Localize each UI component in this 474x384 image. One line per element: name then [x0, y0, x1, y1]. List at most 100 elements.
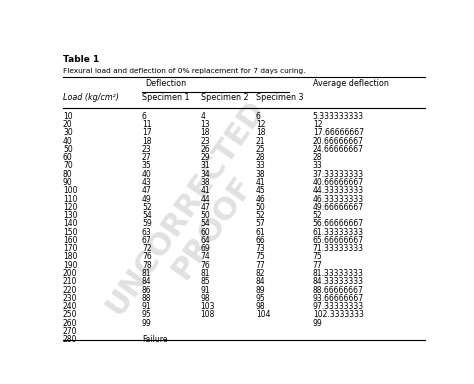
- Text: 81.33333333: 81.33333333: [313, 269, 364, 278]
- Text: 41: 41: [256, 178, 265, 187]
- Text: 38: 38: [201, 178, 210, 187]
- Text: 56.66666667: 56.66666667: [313, 219, 364, 228]
- Text: 150: 150: [63, 228, 77, 237]
- Text: Flexural load and deflection of 0% replacement for 7 days curing.: Flexural load and deflection of 0% repla…: [63, 68, 305, 74]
- Text: 70: 70: [63, 161, 73, 170]
- Text: 50: 50: [63, 145, 73, 154]
- Text: 61: 61: [256, 228, 265, 237]
- Text: 6: 6: [142, 112, 147, 121]
- Text: 91: 91: [142, 302, 152, 311]
- Text: 47: 47: [142, 186, 152, 195]
- Text: 160: 160: [63, 236, 77, 245]
- Text: 102.3333333: 102.3333333: [313, 310, 364, 319]
- Text: 18: 18: [256, 128, 265, 137]
- Text: 28: 28: [313, 153, 322, 162]
- Text: 23: 23: [142, 145, 152, 154]
- Text: 99: 99: [142, 319, 152, 328]
- Text: 78: 78: [142, 261, 152, 270]
- Text: 97.33333333: 97.33333333: [313, 302, 364, 311]
- Text: 61.33333333: 61.33333333: [313, 228, 364, 237]
- Text: 170: 170: [63, 244, 77, 253]
- Text: 77: 77: [256, 261, 265, 270]
- Text: 75: 75: [256, 252, 265, 262]
- Text: 250: 250: [63, 310, 77, 319]
- Text: 40.66666667: 40.66666667: [313, 178, 364, 187]
- Text: 72: 72: [142, 244, 152, 253]
- Text: 280: 280: [63, 335, 77, 344]
- Text: Specimen 1: Specimen 1: [142, 93, 190, 103]
- Text: 41: 41: [201, 186, 210, 195]
- Text: 12: 12: [313, 120, 322, 129]
- Text: 71.33333333: 71.33333333: [313, 244, 364, 253]
- Text: 63: 63: [142, 228, 152, 237]
- Text: 28: 28: [256, 153, 265, 162]
- Text: 82: 82: [256, 269, 265, 278]
- Text: 23: 23: [201, 137, 210, 146]
- Text: 75: 75: [313, 252, 322, 262]
- Text: 98: 98: [201, 294, 210, 303]
- Text: 44: 44: [201, 195, 210, 204]
- Text: 220: 220: [63, 286, 77, 295]
- Text: 24.66666667: 24.66666667: [313, 145, 364, 154]
- Text: 64: 64: [201, 236, 210, 245]
- Text: 89: 89: [256, 286, 265, 295]
- Text: Table 1: Table 1: [63, 55, 99, 64]
- Text: 120: 120: [63, 203, 77, 212]
- Text: 104: 104: [256, 310, 270, 319]
- Text: 40: 40: [142, 170, 152, 179]
- Text: 30: 30: [63, 128, 73, 137]
- Text: 91: 91: [201, 286, 210, 295]
- Text: 54: 54: [142, 211, 152, 220]
- Text: 57: 57: [256, 219, 265, 228]
- Text: 59: 59: [142, 219, 152, 228]
- Text: 108: 108: [201, 310, 215, 319]
- Text: 46.33333333: 46.33333333: [313, 195, 364, 204]
- Text: 5.333333333: 5.333333333: [313, 112, 364, 121]
- Text: 20.66666667: 20.66666667: [313, 137, 364, 146]
- Text: 95: 95: [142, 310, 152, 319]
- Text: 17: 17: [142, 128, 152, 137]
- Text: 52: 52: [142, 203, 152, 212]
- Text: 210: 210: [63, 277, 77, 286]
- Text: 130: 130: [63, 211, 77, 220]
- Text: 11: 11: [142, 120, 151, 129]
- Text: 6: 6: [256, 112, 261, 121]
- Text: 13: 13: [201, 120, 210, 129]
- Text: 52: 52: [256, 211, 265, 220]
- Text: 27: 27: [142, 153, 152, 162]
- Text: 17.66666667: 17.66666667: [313, 128, 364, 137]
- Text: 84: 84: [256, 277, 265, 286]
- Text: 140: 140: [63, 219, 77, 228]
- Text: 77: 77: [313, 261, 322, 270]
- Text: 46: 46: [256, 195, 265, 204]
- Text: 20: 20: [63, 120, 73, 129]
- Text: 65.66666667: 65.66666667: [313, 236, 364, 245]
- Text: 80: 80: [63, 170, 73, 179]
- Text: Specimen 2: Specimen 2: [201, 93, 248, 103]
- Text: Deflection: Deflection: [146, 79, 187, 88]
- Text: 40: 40: [63, 137, 73, 146]
- Text: 49.66666667: 49.66666667: [313, 203, 364, 212]
- Text: 66: 66: [256, 236, 265, 245]
- Text: 60: 60: [63, 153, 73, 162]
- Text: 25: 25: [256, 145, 265, 154]
- Text: 240: 240: [63, 302, 77, 311]
- Text: 44.33333333: 44.33333333: [313, 186, 364, 195]
- Text: 45: 45: [256, 186, 265, 195]
- Text: 84.33333333: 84.33333333: [313, 277, 364, 286]
- Text: 69: 69: [201, 244, 210, 253]
- Text: 90: 90: [63, 178, 73, 187]
- Text: 103: 103: [201, 302, 215, 311]
- Text: 26: 26: [201, 145, 210, 154]
- Text: 60: 60: [201, 228, 210, 237]
- Text: 81: 81: [142, 269, 151, 278]
- Text: 37.33333333: 37.33333333: [313, 170, 364, 179]
- Text: 49: 49: [142, 195, 152, 204]
- Text: 81: 81: [201, 269, 210, 278]
- Text: Average deflection: Average deflection: [313, 79, 389, 88]
- Text: Failure: Failure: [142, 335, 167, 344]
- Text: 18: 18: [142, 137, 151, 146]
- Text: 34: 34: [201, 170, 210, 179]
- Text: 110: 110: [63, 195, 77, 204]
- Text: 85: 85: [201, 277, 210, 286]
